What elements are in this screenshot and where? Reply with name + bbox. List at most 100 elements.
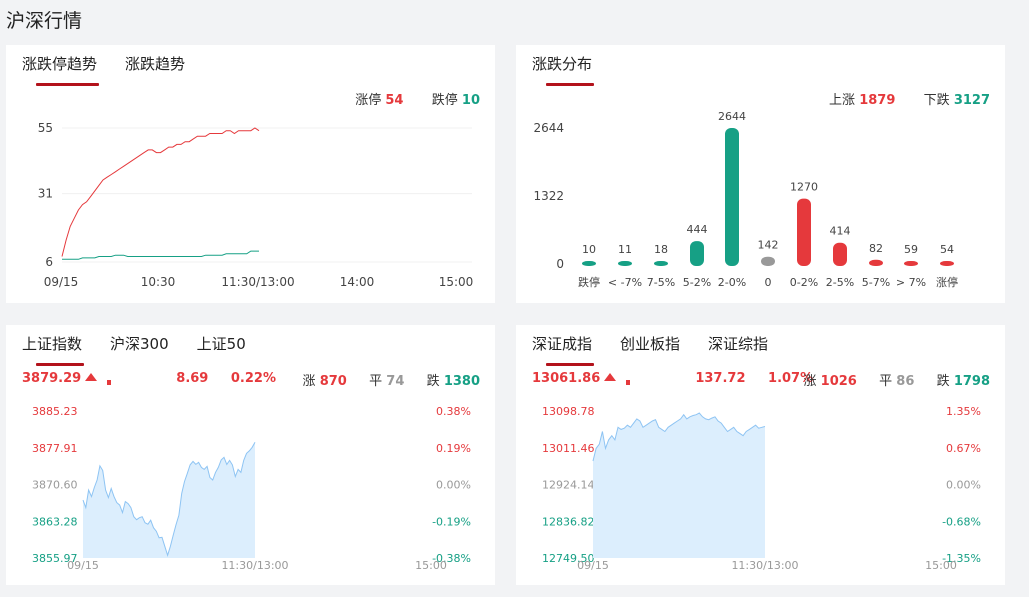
price-area (593, 413, 765, 558)
sz-up-value: 1026 (820, 374, 857, 389)
tab-szse-composite[interactable]: 深证综指 (708, 335, 769, 353)
category-label: > 7% (896, 276, 926, 289)
price-area (83, 442, 255, 558)
category-label: 涨停 (936, 275, 958, 289)
category-label: 5-7% (862, 276, 890, 289)
bar-value-label: 54 (940, 243, 954, 256)
sh-index-panel: 上证指数 沪深300 上证50 3879.29 8.69 0.22% 涨 870… (6, 325, 495, 585)
up-arrow-icon (81, 371, 137, 386)
bar-8 (869, 259, 883, 266)
sh-flat-label: 平 (369, 374, 383, 389)
page-title: 沪深行情 (6, 10, 83, 32)
sz-flat-value: 86 (896, 374, 915, 389)
pct-tick-label: -0.38% (432, 552, 471, 565)
pct-tick-label: 0.19% (436, 442, 471, 455)
sh-change: 8.69 (176, 371, 209, 386)
up-count-label: 上涨 (829, 93, 856, 108)
x-tick-label: 09/15 (44, 275, 79, 289)
limit-up-value: 54 (385, 93, 404, 108)
y-tick-label: 3877.91 (32, 442, 78, 455)
limit-trend-chart: 55 31 6 09/15 10:30 11:30/13:00 14:00 15:00 (38, 121, 474, 289)
limit-down-value: 10 (461, 93, 480, 108)
category-label: 2-5% (826, 276, 854, 289)
y-tick-label: 3855.97 (32, 552, 78, 565)
sz-down-label: 跌 (936, 374, 950, 389)
x-tick-label: 09/15 (67, 559, 99, 572)
bar-value-label: 444 (687, 223, 708, 236)
bar-value-label: 414 (830, 225, 851, 238)
bar-0 (582, 261, 596, 266)
y-tick-label: 12924.14 (542, 479, 595, 492)
category-label: < -7% (608, 276, 642, 289)
down-count-label: 下跌 (923, 93, 950, 108)
category-label: 2-0% (718, 276, 746, 289)
pct-tick-label: -1.35% (942, 552, 981, 565)
sz-flat-label: 平 (879, 374, 893, 389)
sh-quote: 3879.29 8.69 0.22% (22, 371, 294, 386)
distribution-tabs: 涨跌分布 (532, 53, 620, 86)
tab-szse-component[interactable]: 深证成指 (532, 333, 595, 366)
limit-trend-tabs: 涨跌停趋势 涨跌趋势 (22, 53, 213, 86)
pct-tick-label: -0.19% (432, 515, 471, 528)
price-line (592, 412, 766, 462)
sz-counts: 涨 1026 平 86 跌 1798 (804, 370, 991, 389)
sh-pct: 0.22% (230, 371, 276, 386)
up-arrow-icon (600, 371, 656, 386)
bar-1 (618, 261, 632, 266)
sz-pct: 1.07% (768, 371, 814, 386)
bar-5 (761, 256, 775, 266)
x-tick-label: 15:00 (925, 559, 957, 572)
bar-9 (904, 260, 918, 266)
bar-value-label: 82 (869, 242, 883, 255)
distribution-summary: 上涨 1879 下跌 3127 (829, 89, 990, 108)
distribution-chart: 2644 1322 0 10 跌停 11 < -7% 18 7-5% 444 5-2% 2644 2-0… (533, 110, 958, 289)
x-tick-label: 15:00 (415, 559, 447, 572)
y-tick-label: 13011.46 (542, 442, 595, 455)
x-tick-label: 11:30/13:00 (221, 275, 294, 289)
x-tick-label: 14:00 (340, 275, 375, 289)
tab-distribution[interactable]: 涨跌分布 (532, 53, 595, 86)
y-tick-label: 3885.23 (32, 405, 78, 418)
sh-flat-value: 74 (386, 374, 405, 389)
category-label: 7-5% (647, 276, 675, 289)
limit-trend-panel: 涨跌停趋势 涨跌趋势 涨停 54 跌停 10 55 31 6 09/15 10:30 11… (6, 45, 495, 303)
sz-price: 13061.86 (532, 371, 601, 386)
price-line (82, 442, 256, 557)
bar-value-label: 1270 (790, 181, 818, 194)
y-tick-label: 0 (556, 257, 564, 271)
sh-up-label: 涨 (302, 374, 316, 389)
bar-value-label: 2644 (718, 110, 746, 123)
tab-limit-trend[interactable]: 涨跌停趋势 (22, 53, 100, 86)
sz-index-chart: 13098.78 1.35% 13011.46 0.67% 12924.14 0.00% 1… (542, 405, 981, 572)
tab-csi300[interactable]: 沪深300 (110, 335, 169, 353)
sz-index-tabs: 深证成指 创业板指 深证综指 (532, 333, 796, 366)
bar-7 (833, 242, 847, 266)
sh-index-tabs: 上证指数 沪深300 上证50 (22, 333, 274, 366)
pct-tick-label: 0.38% (436, 405, 471, 418)
limit-down-label: 跌停 (431, 93, 458, 108)
bar-value-label: 18 (654, 243, 668, 256)
up-count-value: 1879 (859, 93, 896, 108)
y-tick-label: 12836.82 (542, 515, 595, 528)
tab-sse50[interactable]: 上证50 (196, 335, 246, 353)
sz-up-label: 涨 (803, 374, 817, 389)
tab-sse-composite[interactable]: 上证指数 (22, 333, 85, 366)
sh-counts: 涨 870 平 74 跌 1380 (303, 370, 480, 389)
y-tick-label: 6 (45, 255, 53, 269)
tab-chinext[interactable]: 创业板指 (620, 335, 681, 353)
limit-up-label: 涨停 (355, 93, 382, 108)
x-tick-label: 11:30/13:00 (731, 559, 798, 572)
y-tick-label: 31 (38, 187, 53, 201)
distribution-panel: 涨跌分布 上涨 1879 下跌 3127 2644 1322 0 10 跌停 11 < -7… (516, 45, 1005, 303)
limit-summary: 涨停 54 跌停 10 (355, 89, 480, 108)
y-tick-label: 2644 (533, 121, 564, 135)
pct-tick-label: 1.35% (946, 405, 981, 418)
tab-updown-trend[interactable]: 涨跌趋势 (125, 55, 186, 73)
category-label: 5-2% (683, 276, 711, 289)
x-tick-label: 15:00 (439, 275, 474, 289)
bar-value-label: 11 (618, 243, 632, 256)
pct-tick-label: 0.00% (436, 479, 471, 492)
sz-down-value: 1798 (953, 374, 990, 389)
sh-down-label: 跌 (426, 374, 440, 389)
category-label: 0-2% (790, 276, 818, 289)
